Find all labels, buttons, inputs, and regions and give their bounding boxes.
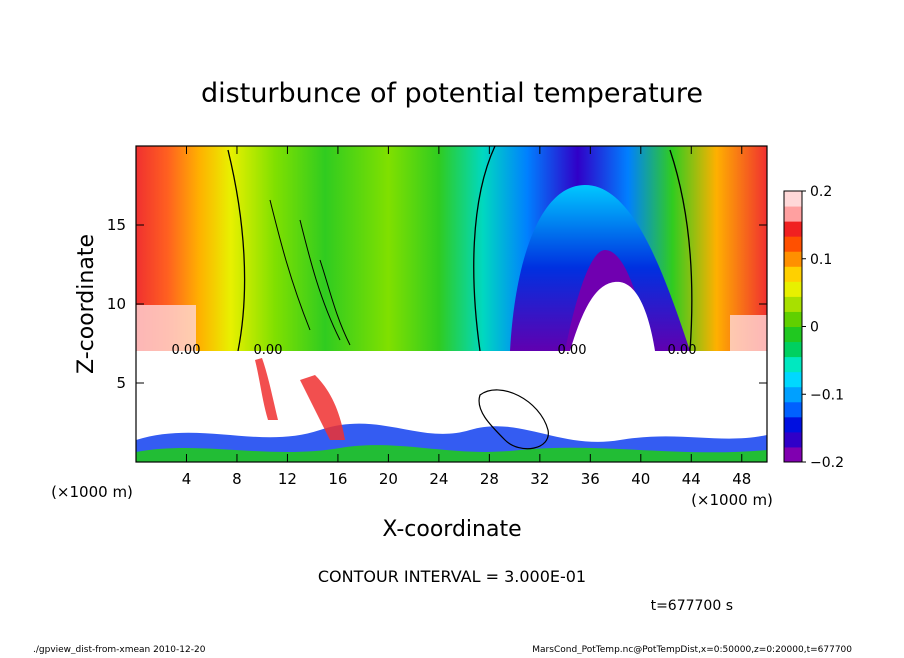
colorbar-segment-1 xyxy=(784,431,802,448)
x-tick-label-9: 40 xyxy=(631,470,650,488)
contour-label-1: 0.00 xyxy=(254,343,283,358)
contour-left xyxy=(227,149,246,352)
y-axis-label: Z-coordinate xyxy=(74,234,99,374)
colorbar-tick-label-2: 0 xyxy=(810,320,819,336)
x-tick-label-7: 32 xyxy=(530,470,549,488)
colorbar-segment-17 xyxy=(784,191,802,207)
colorbar-tick-label-1: 0.1 xyxy=(810,252,832,268)
colorbar: 0.2 0.1 0 −0.1 −0.2 xyxy=(783,184,844,471)
x-tick-label-3: 16 xyxy=(328,470,347,488)
contour-mid xyxy=(473,146,496,352)
contour-label-2: 0.00 xyxy=(558,343,587,358)
contour-label-3: 0.00 xyxy=(668,343,697,358)
x-tick-label-0: 4 xyxy=(182,470,192,488)
warm-left-low xyxy=(136,305,196,351)
colorbar-segment-7 xyxy=(784,341,802,358)
footer-left: ./gpview_dist-from-xmean 2010-12-20 xyxy=(33,645,206,654)
colorbar-tick-label-0: 0.2 xyxy=(810,184,832,200)
colorbar-segment-16 xyxy=(784,206,802,222)
x-tick-label-11: 48 xyxy=(732,470,751,488)
colorbar-segment-8 xyxy=(784,326,802,343)
y-axis: 5 10 15 xyxy=(107,216,767,392)
x-tick-label-10: 44 xyxy=(682,470,701,488)
colorbar-segment-4 xyxy=(784,386,802,403)
colorbar-segment-15 xyxy=(784,221,802,237)
x-axis: 4 8 12 16 20 24 28 32 36 40 44 48 xyxy=(182,146,751,488)
x-axis-label: X-coordinate xyxy=(382,517,521,542)
colorbar-segment-11 xyxy=(784,281,802,297)
lower-cold-eddy xyxy=(478,389,549,450)
y-tick-label-1: 10 xyxy=(107,295,126,313)
lower-warm-patches xyxy=(255,358,345,440)
colorbar-segment-6 xyxy=(784,356,802,373)
time-label: t=677700 s xyxy=(651,598,733,614)
contour-label-0: 0.00 xyxy=(172,343,201,358)
plume-tail xyxy=(570,281,655,351)
lower-green-band xyxy=(136,445,767,462)
contour-interval: CONTOUR INTERVAL = 3.000E-01 xyxy=(318,567,586,586)
colorbar-segment-12 xyxy=(784,266,802,282)
y-tick-label-0: 5 xyxy=(116,374,126,392)
y-unit-label: (×1000 m) xyxy=(51,483,133,501)
footer-right: MarsCond_PotTemp.nc@PotTempDist,x=0:5000… xyxy=(532,645,852,654)
x-tick-label-8: 36 xyxy=(581,470,600,488)
colorbar-segment-10 xyxy=(784,296,802,312)
colorbar-segment-13 xyxy=(784,251,802,267)
colorbar-segment-3 xyxy=(784,401,802,418)
x-tick-label-5: 24 xyxy=(429,470,448,488)
contour-labels: 0.00 0.00 0.00 0.00 xyxy=(172,343,697,358)
plot-area xyxy=(136,146,767,462)
colorbar-segment-5 xyxy=(784,371,802,388)
x-tick-label-4: 20 xyxy=(379,470,398,488)
chart-title: disturbunce of potential temperature xyxy=(201,78,703,109)
y-tick-label-2: 15 xyxy=(107,216,126,234)
colorbar-segment-0 xyxy=(784,446,802,463)
colorbar-segment-14 xyxy=(784,236,802,252)
contour-right xyxy=(669,149,693,352)
x-tick-label-2: 12 xyxy=(278,470,297,488)
x-unit-label: (×1000 m) xyxy=(691,491,773,509)
x-tick-label-6: 28 xyxy=(480,470,499,488)
x-tick-label-1: 8 xyxy=(232,470,242,488)
warm-right-low xyxy=(730,315,767,351)
colorbar-tick-label-4: −0.2 xyxy=(810,455,844,471)
colorbar-segment-2 xyxy=(784,416,802,433)
colorbar-segment-9 xyxy=(784,311,802,327)
colorbar-tick-label-3: −0.1 xyxy=(810,387,844,403)
contour-dendrite xyxy=(269,199,351,346)
